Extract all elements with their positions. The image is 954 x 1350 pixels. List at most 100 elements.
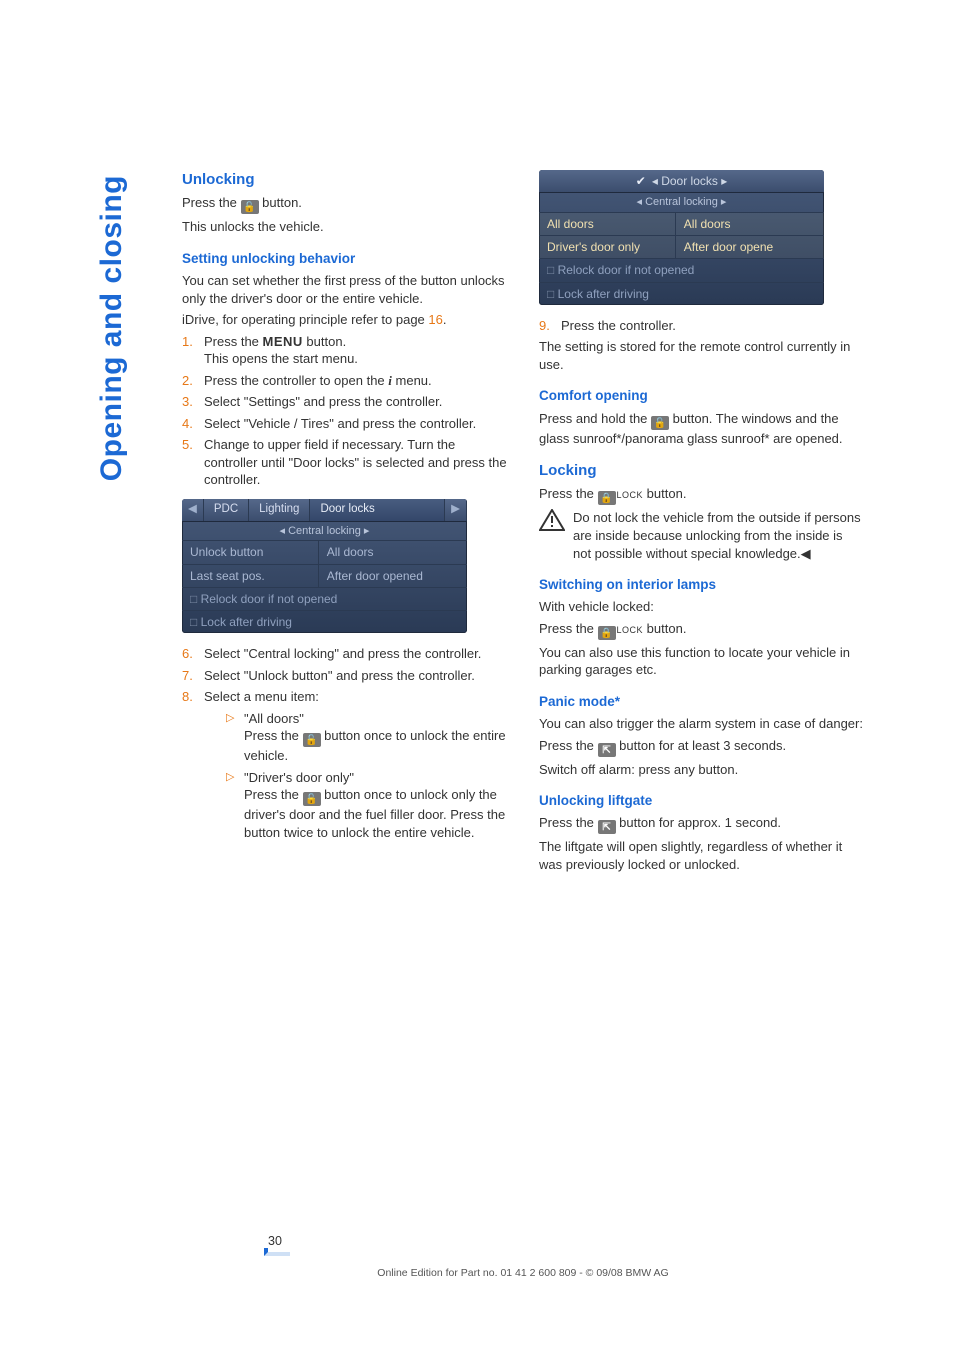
body-text: Press the button for approx. 1 second. [539,814,864,834]
step-item: Select "Vehicle / Tires" and press the c… [182,415,507,433]
text: button for at least 3 seconds. [619,738,786,753]
row-label: Driver's door only [539,236,676,258]
text: "All doors" [244,711,304,726]
heading-unlocking: Unlocking [182,170,507,190]
tab-arrow-left-icon: ◀ [182,499,204,521]
unlock-icon [241,200,259,214]
heading-unlocking-liftgate: Unlocking liftgate [539,792,864,810]
text: Do not lock the vehicle from the outside… [573,510,861,560]
left-column: Unlocking Press the button. This unlocks… [182,170,507,878]
body-text: This unlocks the vehicle. [182,218,507,236]
checkbox-row: Lock after driving [182,611,467,633]
row-label: Unlock button [182,541,319,563]
checkbox-row: Relock door if not opened [539,259,824,282]
idrive-screenshot: ◂ Door locks ▸ ◂ Central locking ▸ All d… [539,170,824,305]
lock-icon [598,626,616,640]
body-text: The setting is stored for the remote con… [539,338,864,373]
text: Press the [539,486,598,501]
list-item: "Driver's door only" Press the button on… [226,769,507,842]
body-text: The liftgate will open slightly, regardl… [539,838,864,873]
step-item: Select "Settings" and press the controll… [182,393,507,411]
steps-list: Press the MENU button. This opens the st… [182,333,507,489]
menu-button-label: MENU [263,333,303,351]
body-text: You can also use this function to locate… [539,644,864,679]
body-text: With vehicle locked: [539,598,864,616]
step-item: Select "Unlock button" and press the con… [182,667,507,685]
tab-door-locks: Door locks [310,499,445,521]
trunk-icon [598,820,616,834]
row-value: After door opene [676,236,824,258]
step-item: Select a menu item: "All doors" Press th… [182,688,507,841]
unlock-icon [651,416,669,430]
sub-list: "All doors" Press the button once to unl… [226,710,507,842]
footer-text: Online Edition for Part no. 01 41 2 600 … [182,1266,864,1280]
row-value: All doors [319,541,467,563]
tab-lighting: Lighting [249,499,310,521]
body-text: Press and hold the button. The windows a… [539,410,864,448]
text: Press the [539,738,598,753]
text: "Driver's door only" [244,770,354,785]
checkbox-row: Lock after driving [539,283,824,305]
text: Press the controller to open the [204,373,388,388]
heading-comfort-opening: Comfort opening [539,387,864,405]
heading-setting-unlocking: Setting unlocking behavior [182,250,507,268]
breadcrumb: ◂ Central locking ▸ [182,522,467,542]
list-item: "All doors" Press the button once to unl… [226,710,507,765]
text: Press the [539,621,598,636]
warning-text: Do not lock the vehicle from the outside… [573,509,864,562]
text: button. [647,486,687,501]
step-item: Select "Central locking" and press the c… [182,645,507,663]
page-ref-link[interactable]: 16 [428,312,442,327]
section-tab: Opening and closing [92,175,133,481]
lock-label: LOCK [617,625,644,635]
step-item: Press the controller. [539,317,864,335]
body-text: Press the button. [182,194,507,214]
row-value: After door opened [319,565,467,587]
text: . [443,312,447,327]
tab-arrow-right-icon: ▶ [445,499,467,521]
checkbox-row: Relock door if not opened [182,588,467,611]
idrive-screenshot: ◀ PDC Lighting Door locks ▶ ◂ Central lo… [182,499,467,633]
lock-icon [598,491,616,505]
end-mark-icon: ◀ [801,546,811,561]
text: Press the [204,334,263,349]
step-item: Change to upper field if necessary. Turn… [182,436,507,489]
row-label: Last seat pos. [182,565,319,587]
text: button. [303,334,346,349]
body-text: Press the button for at least 3 seconds. [539,737,864,757]
tab-pdc: PDC [204,499,249,521]
text: menu. [392,373,432,388]
body-text: Switch off alarm: press any button. [539,761,864,779]
warning-block: Do not lock the vehicle from the outside… [539,509,864,562]
body-text: Press the LOCK button. [539,620,864,640]
row-label: All doors [539,213,676,235]
text: This opens the start menu. [204,351,358,366]
warning-icon [539,509,565,531]
text: Press the [244,787,303,802]
text: Press the [539,815,598,830]
text: button for approx. 1 second. [619,815,781,830]
trunk-icon [598,743,616,757]
text: Press the [244,728,303,743]
steps-list: Press the controller. [539,317,864,335]
screenshot-title: ◂ Door locks ▸ [539,170,824,193]
text: Door locks [661,174,718,188]
body-text: You can also trigger the alarm system in… [539,715,864,733]
text: button. [647,621,687,636]
body-text: Press the LOCK button. [539,485,864,505]
heading-locking: Locking [539,461,864,481]
text: Select a menu item: [204,689,319,704]
row-value: All doors [676,213,824,235]
steps-list: Select "Central locking" and press the c… [182,645,507,841]
body-text: You can set whether the first press of t… [182,272,507,307]
breadcrumb: ◂ Central locking ▸ [539,193,824,213]
text: Press and hold the [539,411,651,426]
lock-label: LOCK [617,490,644,500]
page-number: 30 [268,1233,282,1250]
right-column: ◂ Door locks ▸ ◂ Central locking ▸ All d… [539,170,864,878]
text: iDrive, for operating principle refer to… [182,312,428,327]
text: Press the [182,195,241,210]
step-item: Press the MENU button. This opens the st… [182,333,507,368]
check-icon [636,174,650,188]
unlock-icon [303,792,321,806]
